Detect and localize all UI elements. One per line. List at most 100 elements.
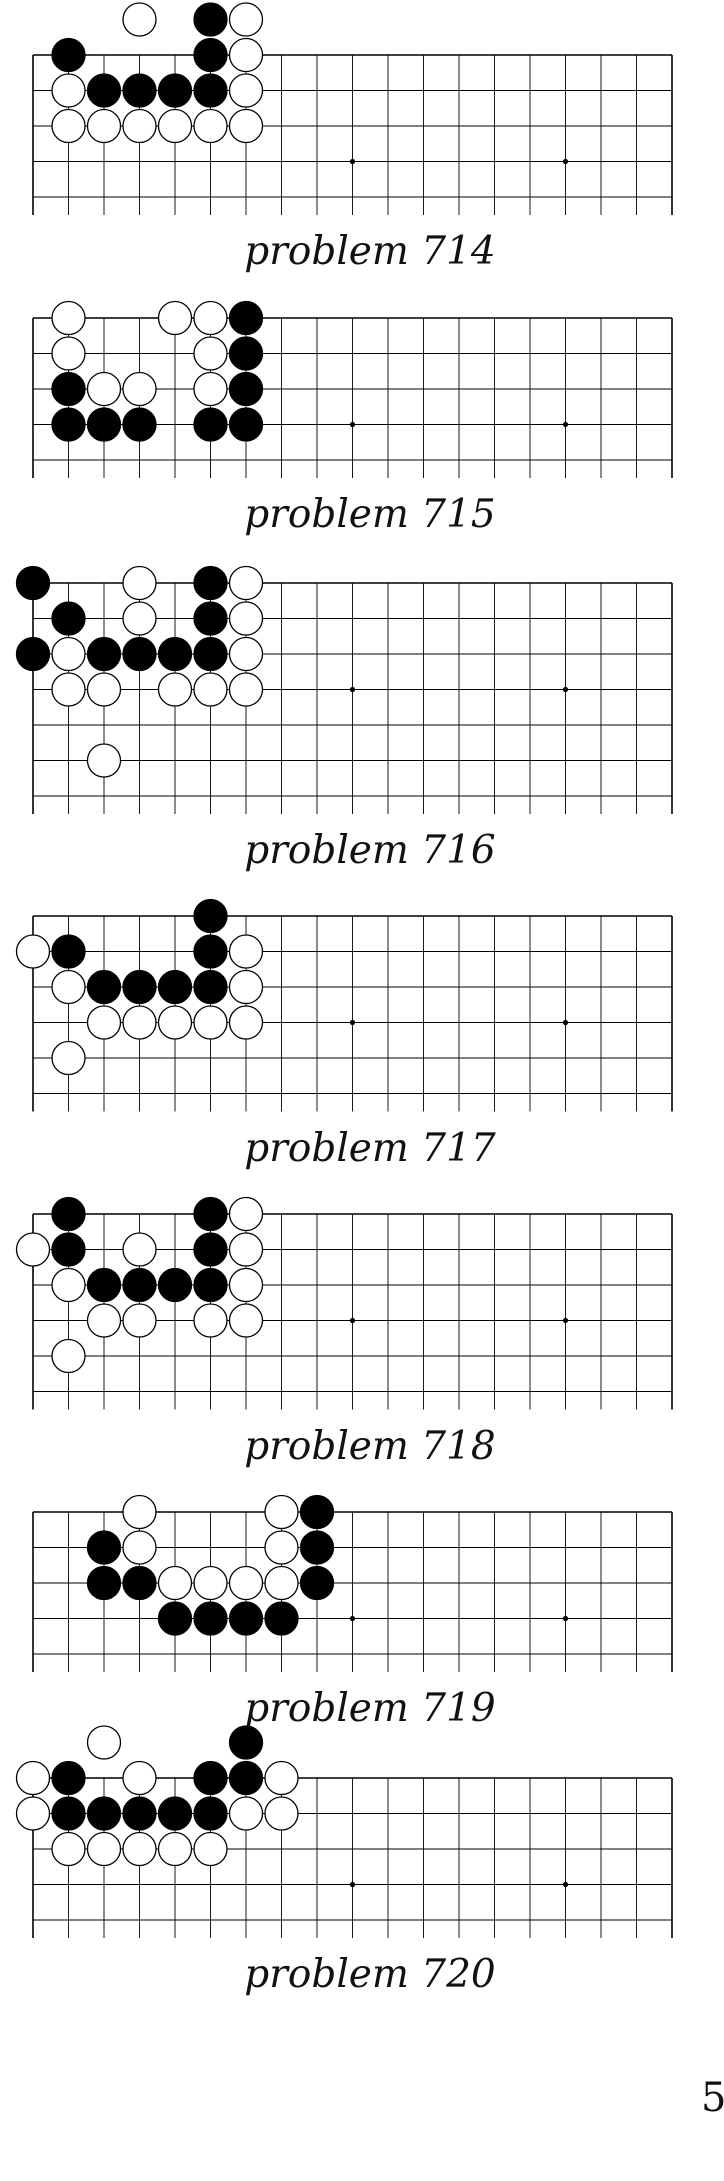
star-point (349, 1019, 356, 1026)
black-stone (122, 969, 157, 1005)
black-stone (193, 2, 228, 37)
white-stone (228, 565, 264, 601)
white-stone (264, 1760, 299, 1796)
black-stone (157, 73, 193, 108)
problem-caption: problem 715 (244, 492, 496, 537)
white-stone (122, 2, 157, 37)
white-stone (15, 1232, 51, 1267)
black-stone (86, 407, 122, 442)
problem-block: problem 720 (0, 1725, 724, 2018)
white-stone (228, 1232, 264, 1267)
black-stone (15, 565, 51, 601)
star-point (349, 158, 356, 165)
white-stone (122, 371, 157, 407)
black-stone (86, 73, 122, 108)
white-stone (15, 1796, 51, 1831)
white-stone (51, 300, 86, 336)
white-stone (228, 1565, 264, 1601)
white-stone (228, 601, 264, 636)
problem-caption: problem 720 (244, 1952, 496, 1997)
white-stone (228, 672, 264, 707)
black-stone (228, 1601, 264, 1636)
black-stone (51, 407, 86, 442)
black-stone (51, 37, 86, 73)
black-stone (122, 1565, 157, 1601)
problem-caption: problem 714 (244, 229, 496, 274)
star-point (349, 1317, 356, 1324)
white-stone (157, 1565, 193, 1601)
black-stone (193, 636, 228, 672)
black-stone (193, 601, 228, 636)
problem-block: problem 714 (0, 2, 724, 295)
white-stone (157, 672, 193, 707)
white-stone (193, 1005, 228, 1040)
black-stone (15, 636, 51, 672)
white-stone (51, 672, 86, 707)
problem-block: problem 718 (0, 1174, 724, 1490)
black-stone (86, 1530, 122, 1565)
white-stone (193, 672, 228, 707)
black-stone (193, 1760, 228, 1796)
white-stone (122, 1494, 157, 1530)
white-stone (51, 1338, 86, 1374)
problem-caption: problem 716 (244, 828, 496, 873)
white-stone (51, 969, 86, 1005)
black-stone (51, 601, 86, 636)
white-stone (122, 108, 157, 144)
problem-block: problem 715 (0, 278, 724, 558)
white-stone (193, 1831, 228, 1867)
star-point (562, 686, 569, 693)
black-stone (193, 1601, 228, 1636)
page-number: 56 (701, 2075, 724, 2121)
board-grid (32, 300, 673, 478)
white-stone (86, 743, 122, 778)
white-stone (193, 336, 228, 371)
white-stone (122, 1831, 157, 1867)
white-stone (228, 1303, 264, 1338)
board-grid (15, 1196, 673, 1410)
black-stone (264, 1601, 299, 1636)
white-stone (228, 2, 264, 37)
star-point (562, 158, 569, 165)
black-stone (51, 1196, 86, 1232)
black-stone (193, 969, 228, 1005)
black-stone (193, 898, 228, 934)
black-stone (86, 1267, 122, 1303)
black-stone (157, 1267, 193, 1303)
white-stone (228, 1796, 264, 1831)
black-stone (228, 407, 264, 442)
white-stone (193, 108, 228, 144)
black-stone (193, 73, 228, 108)
white-stone (228, 969, 264, 1005)
go-board (32, 300, 673, 478)
white-stone (193, 300, 228, 336)
white-stone (86, 108, 122, 144)
problem-block: problem 716 (0, 543, 724, 894)
black-stone (157, 1796, 193, 1831)
go-board (15, 1196, 673, 1410)
white-stone (122, 601, 157, 636)
white-stone (193, 1565, 228, 1601)
black-stone (86, 969, 122, 1005)
black-stone (228, 300, 264, 336)
black-stone (228, 371, 264, 407)
star-point (349, 421, 356, 428)
black-stone (193, 1232, 228, 1267)
white-stone (228, 73, 264, 108)
white-stone (228, 934, 264, 969)
white-stone (15, 1760, 51, 1796)
problem-caption: problem 718 (244, 1423, 496, 1469)
black-stone (193, 934, 228, 969)
black-stone (122, 73, 157, 108)
white-stone (86, 1303, 122, 1338)
white-stone (86, 1831, 122, 1867)
star-point (349, 686, 356, 693)
black-stone (122, 636, 157, 672)
black-stone (122, 407, 157, 442)
black-stone (299, 1494, 335, 1530)
black-stone (299, 1565, 335, 1601)
black-stone (122, 1796, 157, 1831)
white-stone (51, 1831, 86, 1867)
white-stone (51, 108, 86, 144)
white-stone (86, 1005, 122, 1040)
